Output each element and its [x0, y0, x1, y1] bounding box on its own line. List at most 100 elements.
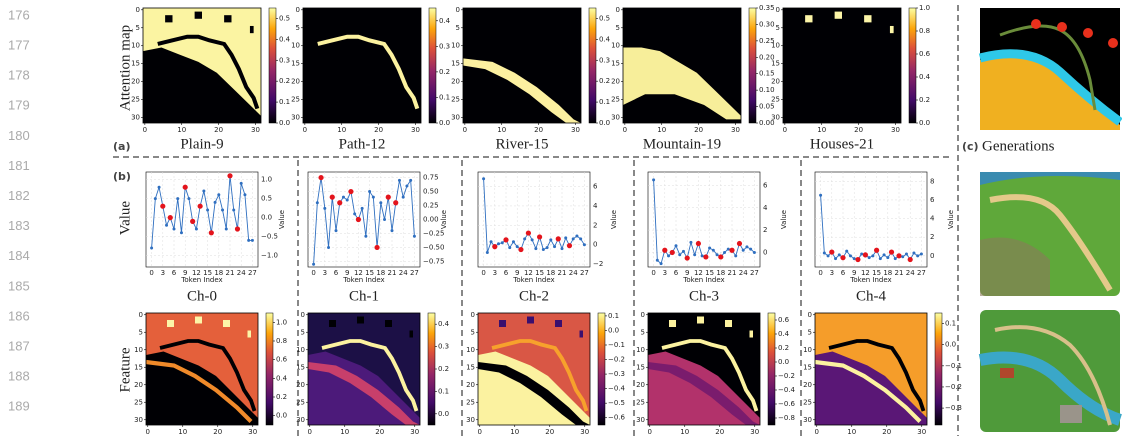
highlight-point	[729, 247, 735, 253]
heatmap-region	[491, 339, 589, 412]
line-number: 182	[8, 188, 30, 203]
point	[834, 257, 838, 261]
point	[575, 234, 579, 238]
heatmap-region	[159, 339, 257, 412]
y-tick-label: 20	[466, 381, 475, 389]
y-tick-label: 4	[763, 204, 768, 212]
x-axis-label: Token Index	[512, 276, 554, 284]
y-tick-label: 20	[771, 78, 780, 86]
point	[867, 256, 871, 260]
highlight-point	[518, 246, 524, 253]
highlight-point	[695, 240, 702, 247]
colorbar-tick-label: 0.2	[778, 344, 789, 352]
point	[582, 243, 586, 247]
colorbar-tick-label: 0.10	[759, 86, 775, 94]
y-tick-label: 30	[803, 416, 812, 424]
point	[749, 247, 753, 251]
colorbar-tick-label: 0.1	[438, 387, 449, 395]
heatmap-frame	[647, 312, 761, 426]
point	[353, 212, 357, 216]
generation-sketch	[978, 8, 1122, 130]
y-tick-label: 2	[763, 226, 767, 234]
point	[711, 248, 715, 252]
image-house	[1057, 22, 1067, 32]
heatmap-region	[463, 58, 581, 123]
y-tick-label: 6	[930, 196, 935, 204]
heatmap-region	[527, 316, 534, 324]
colorbar-tick-label: 0.2	[599, 77, 610, 85]
point	[734, 254, 738, 258]
map-title: Houses-21	[810, 136, 874, 152]
colorbar-tick-label: 0.3	[438, 343, 449, 351]
x-tick-label: 0	[308, 428, 312, 436]
highlight-point	[669, 249, 675, 256]
y-tick-label: 5	[776, 24, 780, 32]
row-label: Attention map	[117, 25, 133, 111]
heatmap-region	[249, 25, 254, 34]
point	[745, 245, 749, 249]
x-tick-label: 27	[580, 269, 589, 277]
y-tick-label: 10	[291, 42, 300, 50]
point	[247, 238, 251, 242]
x-tick-label: 20	[545, 428, 554, 436]
separators	[113, 5, 959, 436]
x-tick-label: 20	[213, 428, 222, 436]
point	[364, 234, 368, 238]
x-tick-label: 24	[237, 269, 246, 277]
y-tick-label: 25	[131, 96, 140, 104]
x-axis-label: Token Index	[682, 276, 724, 284]
heatmap-region	[223, 320, 230, 327]
point	[157, 185, 161, 189]
y-tick-label: 15	[771, 60, 780, 68]
x-tick-label: 20	[375, 428, 384, 436]
y-tick-label: 25	[451, 96, 460, 104]
y-tick-label: 0	[296, 6, 300, 14]
colorbar-tick-label: 0.2	[919, 96, 930, 104]
colorbar-tick-label: 0.4	[279, 35, 291, 43]
heatmap	[648, 313, 760, 425]
x-tick-label: 0	[623, 126, 627, 134]
highlight-point	[855, 256, 861, 263]
map-title: River-15	[495, 136, 548, 152]
x-tick-label: 10	[510, 428, 519, 436]
point	[681, 249, 685, 253]
highlight-point	[355, 216, 361, 223]
x-tick-label: 3	[663, 269, 667, 277]
colorbar-tick-label: −0.1	[945, 362, 962, 370]
point	[489, 240, 493, 244]
colorbar-tick-label: 0.2	[439, 68, 450, 76]
highlight-point	[888, 249, 895, 255]
point	[165, 223, 169, 227]
colorbar-tick-label: −0.6	[608, 414, 626, 422]
x-tick-label: 10	[847, 428, 856, 436]
point	[860, 252, 864, 256]
point	[560, 247, 564, 251]
x-tick-label: 6	[172, 269, 177, 277]
map-title: Path-12	[339, 136, 386, 152]
y-tick-label: 0.50	[423, 188, 439, 196]
y-tick-label: 20	[803, 381, 812, 389]
y-tick-label: 5	[616, 24, 620, 32]
point	[202, 189, 206, 193]
colorbar	[428, 7, 437, 124]
point	[848, 254, 852, 258]
point	[549, 238, 553, 242]
point	[886, 256, 890, 260]
colorbar-tick-label: 0.35	[759, 4, 775, 12]
y-tick-label: 20	[451, 78, 460, 86]
heatmap-region	[834, 11, 842, 19]
y-tick-label: 15	[451, 60, 460, 68]
y-tick-label: 5	[136, 24, 140, 32]
y-tick-label: 0	[930, 252, 934, 260]
line-number: 176	[8, 7, 30, 22]
panel-label: (c)	[962, 140, 979, 153]
y-tick-label: 4	[930, 215, 935, 223]
heatmap-frame	[145, 312, 259, 426]
x-tick-label: 21	[728, 269, 737, 277]
colorbar-tick-label: −0.3	[945, 404, 962, 412]
point	[564, 236, 568, 240]
y-tick-label: 30	[771, 114, 780, 122]
colorbar-tick-label: −0.2	[945, 383, 962, 391]
colorbar-tick-label: −0.1	[608, 341, 625, 349]
highlight-point	[503, 237, 509, 243]
